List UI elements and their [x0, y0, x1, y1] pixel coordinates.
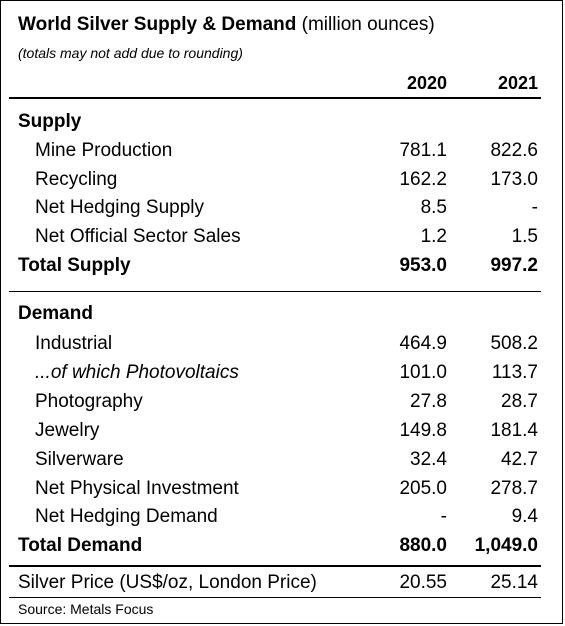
value-2020: 1.2	[420, 226, 447, 247]
row-label: Net Physical Investment	[35, 478, 239, 499]
row-label: Jewelry	[35, 420, 100, 441]
value-2021: 28.7	[501, 391, 538, 412]
column-header-2020: 2020	[406, 73, 447, 93]
value-2021: 1.5	[511, 226, 538, 247]
value-2020: 8.5	[420, 197, 447, 218]
table-row: Net Official Sector Sales 1.2 1.5	[1, 226, 561, 252]
value-2020: 27.8	[410, 391, 447, 412]
row-label: Industrial	[35, 333, 113, 354]
row-label: Mine Production	[35, 140, 173, 161]
row-label: Net Hedging Supply	[35, 197, 204, 218]
header-rule	[9, 97, 541, 99]
value-2020: -	[440, 506, 447, 527]
table-title: World Silver Supply & Demand (million ou…	[18, 14, 435, 36]
price-divider	[9, 565, 541, 567]
value-2021: 1,049.0	[474, 535, 538, 556]
total-supply-row: Total Supply 953.0 997.2	[1, 255, 561, 281]
table-row: Silverware 32.4 42.7	[1, 449, 561, 475]
supply-heading-row: Supply	[1, 111, 561, 137]
value-2020: 162.2	[399, 169, 447, 190]
table-row: Mine Production 781.1 822.6	[1, 140, 561, 166]
demand-heading-row: Demand	[1, 303, 561, 329]
value-2021: 25.14	[490, 572, 538, 593]
value-2020: 880.0	[399, 535, 447, 556]
value-2021: 181.4	[490, 420, 538, 441]
row-label: Total Demand	[18, 535, 143, 556]
value-2020: 149.8	[399, 420, 447, 441]
value-2020: 205.0	[399, 478, 447, 499]
title-unit: (million ounces)	[301, 14, 435, 35]
row-label: Silver Price (US$/oz, London Price)	[18, 572, 317, 593]
row-label: ...of which Photovoltaics	[35, 362, 239, 383]
source-divider	[9, 597, 541, 598]
value-2020: 464.9	[399, 333, 447, 354]
row-label: Net Hedging Demand	[35, 506, 218, 527]
value-2021: -	[531, 197, 538, 218]
total-demand-row: Total Demand 880.0 1,049.0	[1, 535, 561, 561]
table-row: Net Hedging Supply 8.5 -	[1, 197, 561, 223]
rounding-note: (totals may not add due to rounding)	[18, 45, 243, 61]
value-2021: 822.6	[490, 140, 538, 161]
table-row: Jewelry 149.8 181.4	[1, 420, 561, 446]
row-label: Net Official Sector Sales	[35, 226, 241, 247]
value-2021: 278.7	[490, 478, 538, 499]
value-2020: 101.0	[399, 362, 447, 383]
value-2021: 113.7	[491, 362, 538, 383]
table-row: Net Hedging Demand - 9.4	[1, 506, 561, 532]
value-2020: 953.0	[399, 255, 447, 276]
value-2020: 32.4	[410, 449, 447, 470]
value-2021: 42.7	[501, 449, 538, 470]
table-row: Industrial 464.9 508.2	[1, 333, 561, 359]
row-label: Recycling	[35, 169, 118, 190]
row-label: Photography	[35, 391, 143, 412]
table-row: ...of which Photovoltaics 101.0 113.7	[1, 362, 561, 388]
value-2020: 20.55	[399, 572, 447, 593]
row-label: Silverware	[35, 449, 124, 470]
value-2020: 781.1	[399, 140, 447, 161]
source-note: Source: Metals Focus	[18, 601, 154, 617]
table-row: Recycling 162.2 173.0	[1, 169, 561, 195]
title-main: World Silver Supply & Demand	[18, 14, 297, 35]
value-2021: 997.2	[490, 255, 538, 276]
supply-heading: Supply	[18, 111, 82, 132]
value-2021: 173.0	[490, 169, 538, 190]
table-row: Photography 27.8 28.7	[1, 391, 561, 417]
table-row: Net Physical Investment 205.0 278.7	[1, 478, 561, 504]
demand-heading: Demand	[18, 303, 93, 324]
section-divider	[9, 291, 541, 292]
row-label: Total Supply	[18, 255, 131, 276]
value-2021: 508.2	[490, 333, 538, 354]
value-2021: 9.4	[511, 506, 538, 527]
silver-price-row: Silver Price (US$/oz, London Price) 20.5…	[1, 572, 561, 598]
column-header-2021: 2021	[497, 73, 538, 93]
